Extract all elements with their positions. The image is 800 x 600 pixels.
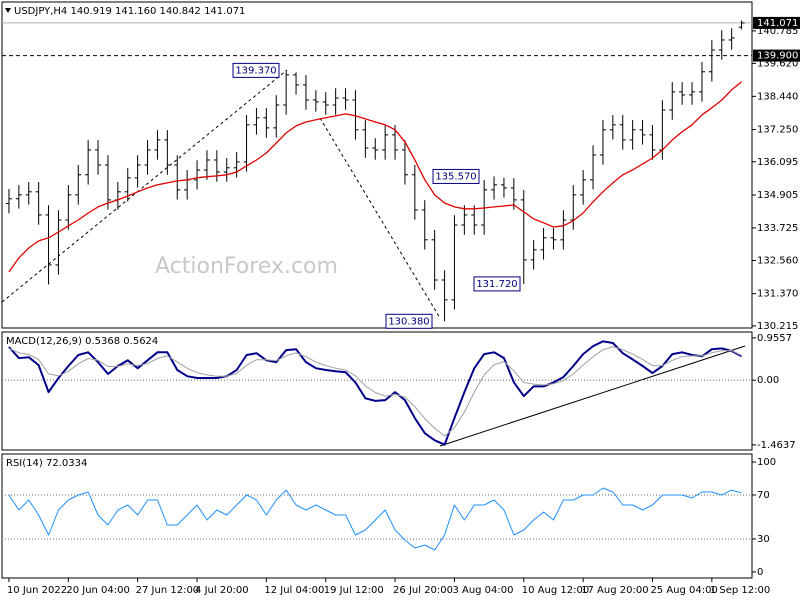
line [8,346,742,437]
watermark: ActionForex.com [155,254,338,279]
x-tick-label: 25 Aug 04:00 [650,585,717,596]
y-tick-label: 140.785 [757,26,798,37]
trend-line [319,117,441,319]
x-tick-label: 10 Aug 12:00 [522,585,589,596]
annotation-box [473,276,521,292]
rsi-title: RSI(14) 72.0334 [6,458,87,469]
y-tick-label: 0 [757,567,763,578]
level-label-box [753,49,800,62]
line [8,487,742,551]
y-tick-label: 70 [757,490,770,501]
annotation-box [432,168,480,184]
x-tick-label: 26 Jul 20:00 [393,585,453,596]
macd-title: MACD(12,26,9) 0.5368 0.5624 [6,336,158,347]
x-tick-label: 19 Jul 12:00 [324,585,384,596]
y-tick-label: 137.250 [757,125,798,136]
trend-line [1,69,288,303]
y-tick-label: 138.440 [757,91,798,102]
price-pane [1,1,753,329]
y-tick-label: 0.9557 [757,333,792,344]
x-tick-label: 10 Jun 2022 [7,585,67,596]
x-tick-label: 12 Jul 04:00 [264,585,324,596]
annotation-label: 139.370 [235,65,276,76]
x-tick-label: 3 Aug 04:00 [452,585,513,596]
price-label: 141.071 [757,18,798,29]
y-tick-label: 130.215 [757,321,798,332]
y-tick-label: 133.725 [757,223,798,234]
x-tick-label: 27 Jun 12:00 [136,585,200,596]
annotation-label: 130.380 [388,316,429,327]
y-tick-label: -1.4637 [757,440,796,451]
annotation-box [232,62,280,78]
x-tick-label: 1 Sep 12:00 [710,585,770,596]
y-tick-label: 136.095 [757,157,798,168]
y-tick-label: 100 [757,457,776,468]
price-label-box [753,16,800,29]
annotation-box [385,313,433,329]
annotation-label: 131.720 [476,279,517,290]
line [8,81,743,273]
rsi-pane [1,453,753,579]
y-tick-label: 132.560 [757,255,798,266]
x-tick-label: 4 Jul 20:00 [195,585,249,596]
line [8,340,743,446]
x-tick-label: 20 Jun 04:00 [66,585,130,596]
level-label: 139.900 [757,51,798,62]
menu-icon [5,8,11,13]
macd-trend-line [439,345,746,447]
macd-pane [1,331,753,451]
x-tick-label: 17 Aug 20:00 [581,585,648,596]
y-tick-label: 0.00 [757,375,779,386]
y-tick-label: 131.370 [757,289,798,300]
y-tick-label: 134.905 [757,190,798,201]
y-tick-label: 139.620 [757,58,798,69]
y-tick-label: 30 [757,534,770,545]
chart-title: USDJPY,H4 140.919 141.160 140.842 141.07… [14,6,245,17]
annotation-label: 135.570 [435,171,476,182]
